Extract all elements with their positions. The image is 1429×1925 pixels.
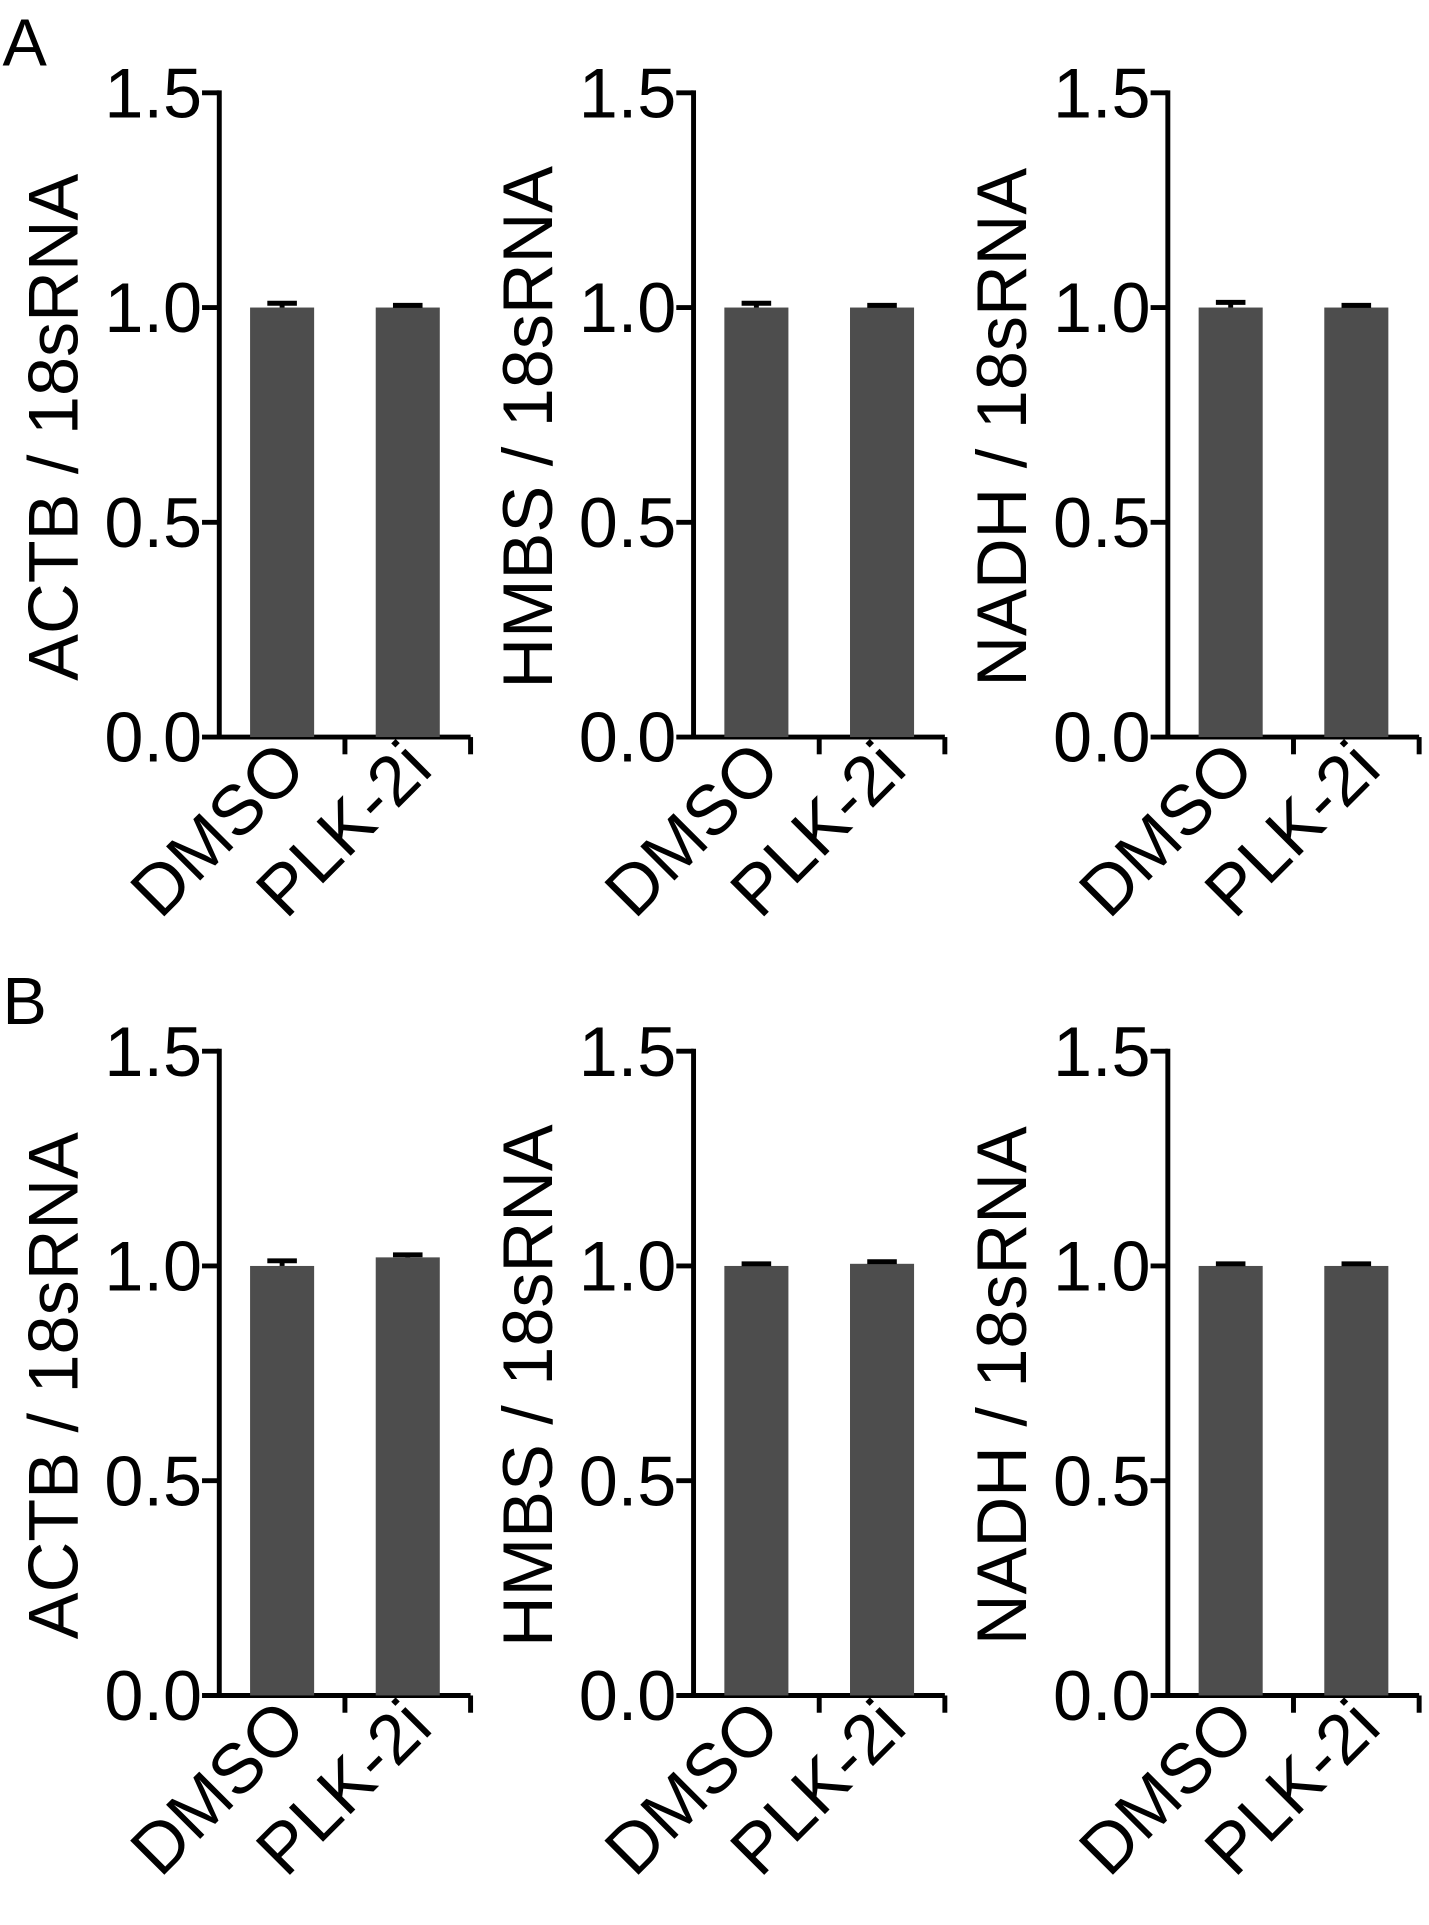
y-tick-label: 1.0 bbox=[1053, 268, 1151, 347]
panel-label: B bbox=[2, 965, 46, 1039]
error-bar bbox=[1215, 1261, 1246, 1267]
bar bbox=[724, 1265, 789, 1696]
y-tick-label: 0.0 bbox=[1053, 1656, 1151, 1735]
y-tick-label: 0.0 bbox=[579, 698, 677, 777]
y-axis-label: NADH / 18sRNA bbox=[962, 1126, 1041, 1645]
y-axis-label: ACTB / 18sRNA bbox=[14, 1132, 93, 1639]
error-bar bbox=[741, 1261, 772, 1267]
y-tick-label: 1.0 bbox=[579, 268, 677, 347]
y-tick-label: 0.5 bbox=[579, 1441, 677, 1520]
error-bar bbox=[1215, 299, 1246, 308]
y-tick-label: 1.0 bbox=[1053, 1227, 1151, 1306]
error-bar bbox=[867, 1259, 897, 1265]
y-tick-label: 1.5 bbox=[1053, 1012, 1151, 1091]
y-axis-label: ACTB / 18sRNA bbox=[14, 173, 93, 680]
y-axis-label: HMBS / 18sRNA bbox=[488, 1124, 567, 1647]
y-tick-label: 1.0 bbox=[104, 268, 202, 347]
y-tick-label: 0.5 bbox=[579, 483, 677, 562]
y-axis-label: HMBS / 18sRNA bbox=[488, 166, 567, 689]
error-bar bbox=[392, 1252, 423, 1258]
y-tick-label: 0.0 bbox=[104, 698, 202, 777]
y-tick-label: 0.5 bbox=[104, 1441, 202, 1520]
y-tick-label: 0.5 bbox=[1053, 1441, 1151, 1520]
error-bar bbox=[867, 302, 897, 308]
y-tick-label: 1.5 bbox=[579, 53, 677, 132]
bar bbox=[250, 1265, 315, 1696]
error-bar bbox=[741, 300, 772, 308]
bar bbox=[850, 307, 915, 738]
bar bbox=[1324, 1265, 1389, 1696]
error-bar bbox=[392, 302, 423, 308]
error-bar bbox=[267, 1258, 297, 1266]
y-tick-label: 1.5 bbox=[579, 1012, 677, 1091]
error-bar bbox=[1341, 302, 1372, 308]
bar bbox=[724, 307, 789, 738]
y-axis-label: NADH / 18sRNA bbox=[962, 168, 1041, 687]
y-tick-label: 1.5 bbox=[104, 53, 202, 132]
panel-label: A bbox=[2, 7, 47, 81]
y-tick-label: 0.0 bbox=[1053, 698, 1151, 777]
error-bar bbox=[267, 300, 297, 308]
y-tick-label: 1.0 bbox=[579, 1227, 677, 1306]
bar bbox=[1324, 307, 1389, 738]
error-bar bbox=[1341, 1261, 1372, 1267]
bar bbox=[1198, 1265, 1263, 1696]
y-tick-label: 0.0 bbox=[104, 1656, 202, 1735]
y-tick-label: 0.0 bbox=[579, 1656, 677, 1735]
bar bbox=[375, 307, 440, 738]
y-tick-label: 1.5 bbox=[1053, 53, 1151, 132]
y-tick-label: 0.5 bbox=[1053, 483, 1151, 562]
y-tick-label: 1.5 bbox=[104, 1012, 202, 1091]
bar bbox=[850, 1263, 915, 1696]
y-tick-label: 0.5 bbox=[104, 483, 202, 562]
y-tick-label: 1.0 bbox=[104, 1227, 202, 1306]
bar bbox=[375, 1257, 440, 1696]
bar bbox=[250, 307, 315, 738]
bar bbox=[1198, 307, 1263, 738]
